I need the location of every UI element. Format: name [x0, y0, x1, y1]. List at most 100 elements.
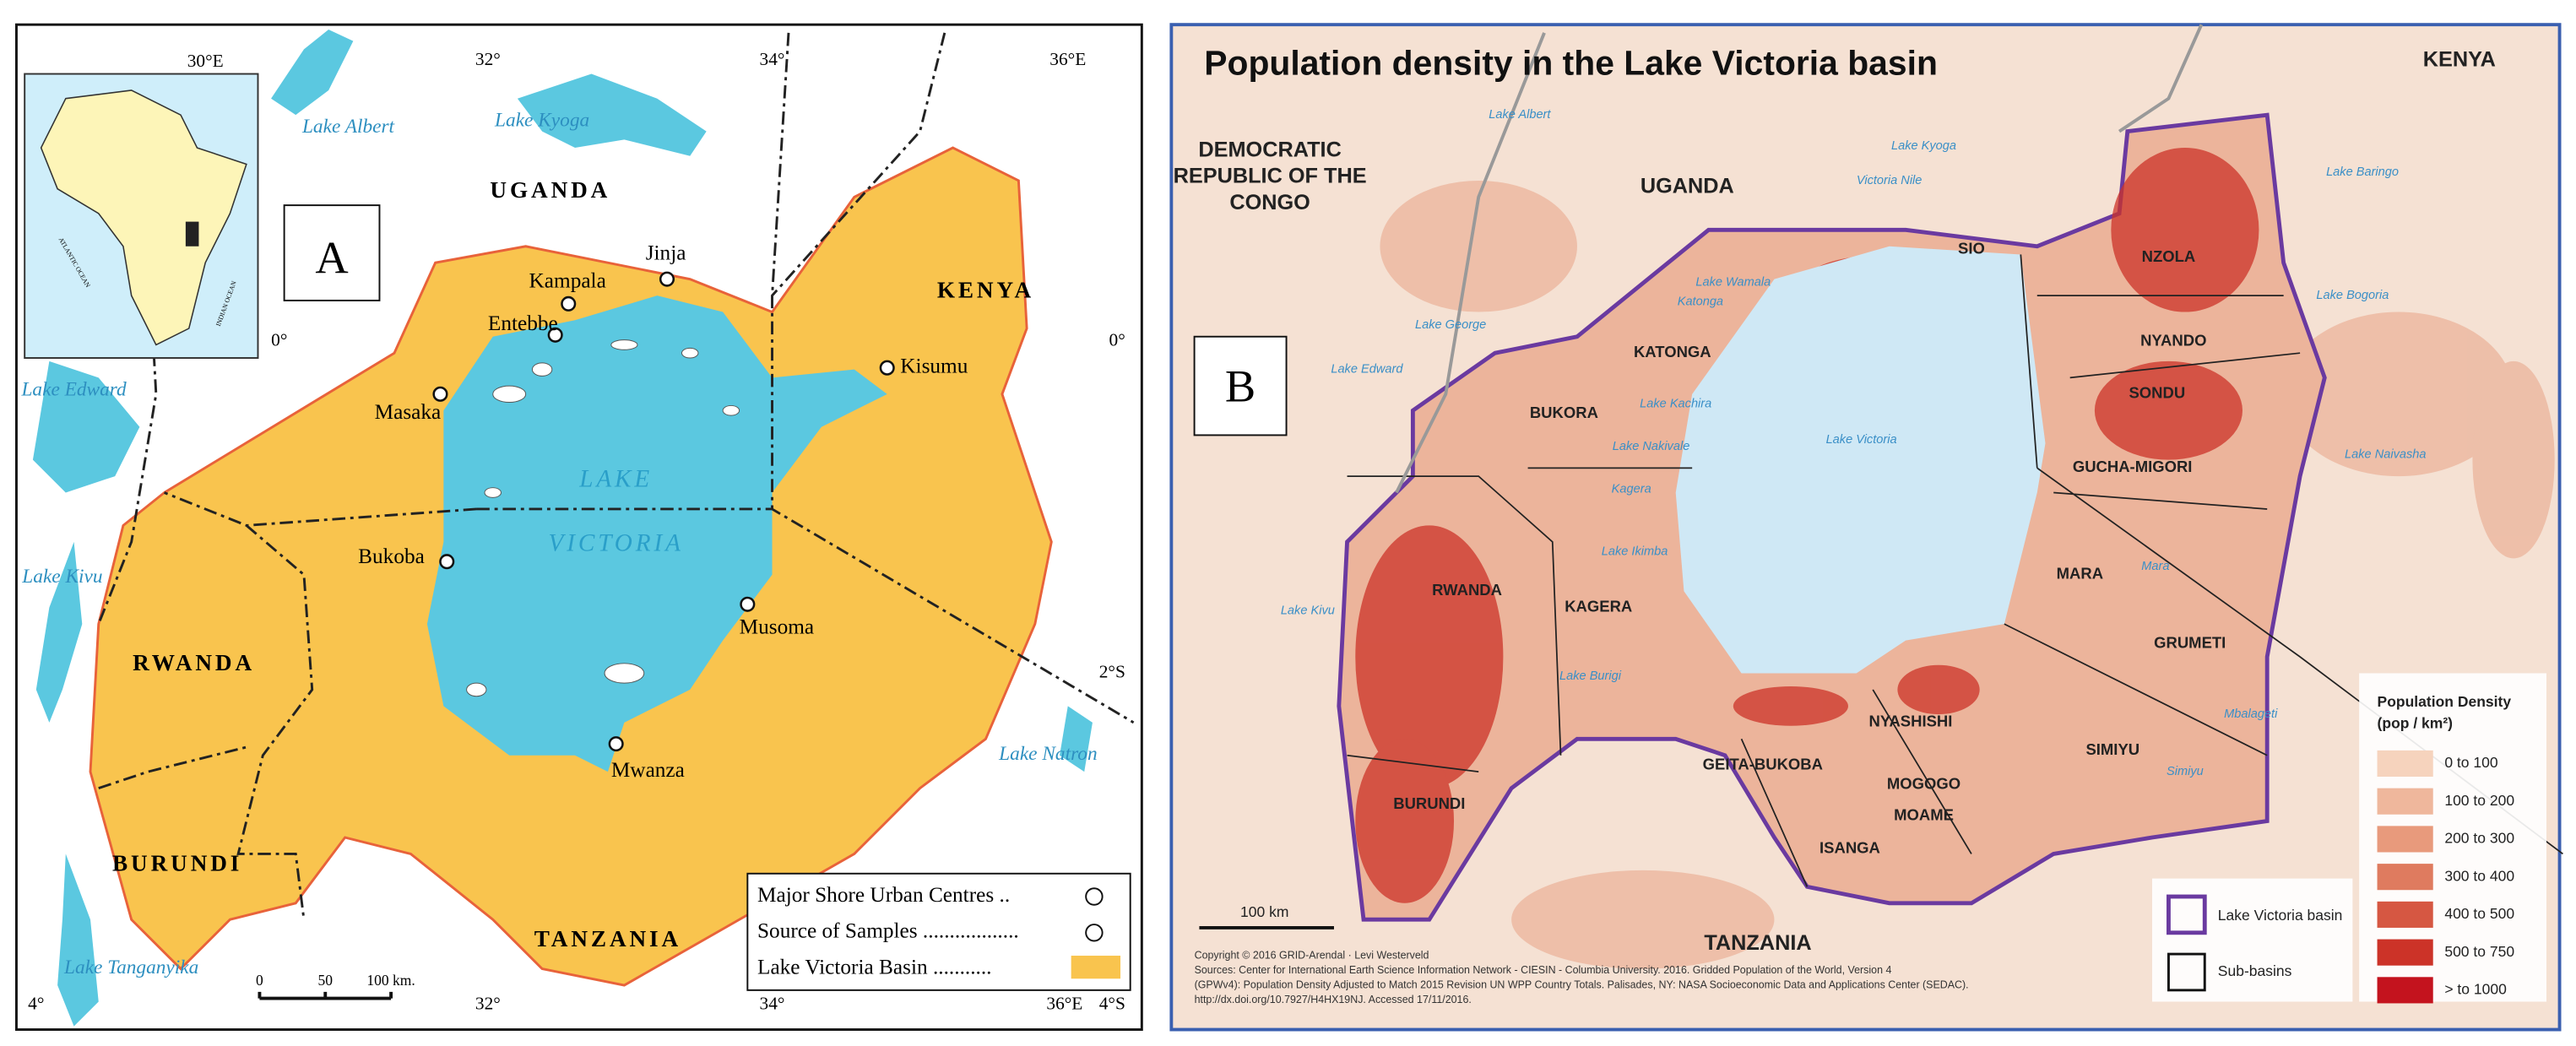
legend-title: Population Density	[2378, 693, 2512, 710]
legend-label: Sub-basins	[2218, 962, 2292, 979]
water-label: Lake Bogoria	[2316, 289, 2389, 302]
scale-bar	[258, 991, 393, 1000]
water-label: Lake Kachira	[1640, 397, 1711, 410]
country-label: CONGO	[1229, 191, 1310, 214]
legend-swatch	[2377, 939, 2433, 966]
inset-basin	[185, 221, 199, 247]
legend-sub-basin-symbol	[2167, 952, 2206, 992]
graticule-label: 4°S	[1099, 993, 1125, 1013]
water-label: Katonga	[1678, 295, 1723, 309]
scale-label: 50	[318, 972, 334, 989]
panel-b	[1169, 23, 2563, 1032]
water-label: Lake Kyoga	[1891, 139, 1956, 153]
legend-class-label: 300 to 400	[2444, 867, 2514, 884]
panel-label: B	[1225, 360, 1255, 411]
lake-label: Lake Tanganyika	[63, 957, 198, 978]
country-label: UGANDA	[490, 177, 610, 203]
water-label: Lake Baringo	[2326, 165, 2399, 179]
legend-swatch	[2377, 977, 2433, 1004]
sub-basin-lines	[1347, 254, 2563, 887]
water-label: Lake Burigi	[1559, 669, 1622, 683]
sub-basin-label: BUKORA	[1530, 404, 1598, 421]
water-label: Lake Edward	[1331, 362, 1403, 376]
lake-label: Lake Edward	[20, 378, 127, 400]
sub-basin-label: SONDU	[2129, 384, 2185, 402]
legend-class-label: 0 to 100	[2444, 754, 2498, 771]
legend-urban-symbol	[1085, 887, 1104, 906]
sub-basin-label: KAGERA	[1565, 598, 1632, 615]
graticule-label: 2°S	[1099, 661, 1125, 681]
panel-a	[14, 23, 1143, 1032]
town-label: Entebbe	[488, 312, 558, 335]
legend-swatch	[2377, 901, 2433, 928]
sub-basin-label: NYANDO	[2140, 331, 2206, 349]
country-label: REPUBLIC OF THE	[1174, 165, 1367, 188]
graticule-label: 32°	[475, 993, 501, 1013]
country-label: TANZANIA	[534, 926, 681, 951]
lake-label: Lake Albert	[301, 116, 395, 138]
legend-sample-symbol	[1085, 924, 1104, 942]
legend-swatch	[2377, 750, 2433, 778]
legend-swatch	[2377, 826, 2433, 853]
sub-basin-label: GEITA-BUKOBA	[1703, 755, 1823, 772]
lake-label: Lake Kyoga	[494, 109, 589, 131]
sub-basin-label: ISANGA	[1819, 838, 1880, 856]
borders	[97, 32, 1135, 920]
graticule-label: 0°	[1109, 329, 1125, 350]
sub-basin-label: MARA	[2057, 565, 2103, 583]
country-label: RWANDA	[133, 650, 255, 675]
legend-class-label: 500 to 750	[2444, 943, 2514, 960]
country-label: UGANDA	[1641, 174, 1734, 198]
country-label: DEMOCRATIC	[1198, 138, 1342, 162]
source-line: http://dx.doi.org/10.7927/H4HX19NJ. Acce…	[1195, 994, 1472, 1005]
water-label: Lake Nakivale	[1613, 440, 1690, 453]
water-label: Lake Kivu	[1281, 604, 1335, 617]
islands	[466, 339, 740, 697]
water-label: Lake Ikimba	[1602, 545, 1668, 558]
water-label: Lake Albert	[1489, 108, 1551, 122]
town-symbols	[432, 271, 895, 752]
legend-swatch	[2377, 788, 2433, 815]
country-label: KENYA	[2423, 48, 2496, 72]
lake-label: LAKE	[578, 466, 653, 493]
water-label: Mara	[2141, 560, 2169, 573]
town-label: Mwanza	[611, 758, 685, 782]
water-label: Mbalageti	[2224, 707, 2278, 721]
sub-basin-label: SIO	[1958, 240, 1985, 257]
sub-basin-label: GRUMETI	[2154, 633, 2226, 651]
graticule-label: 0°	[271, 329, 287, 350]
lake-label: VICTORIA	[549, 529, 684, 556]
legend-class-label: 100 to 200	[2444, 792, 2514, 809]
borders	[1395, 24, 2204, 494]
lake-label: Lake Natron	[998, 743, 1097, 765]
legend-swatch	[2377, 864, 2433, 891]
source-line: Sources: Center for International Earth …	[1195, 964, 1892, 976]
source-line: (GPWv4): Population Density Adjusted to …	[1195, 978, 1969, 990]
legend-basin-symbol	[1071, 956, 1121, 979]
lake-victoria	[1675, 246, 2046, 674]
legend-box	[746, 872, 1131, 991]
source-line: Copyright © 2016 GRID-Arendal · Levi Wes…	[1195, 949, 1429, 961]
graticule-label: 34°	[760, 49, 785, 69]
sub-basin-label: MOGOGO	[1887, 775, 1960, 793]
legend-label: Lake Victoria Basin ...........	[757, 955, 992, 978]
water-label: Kagera	[1612, 482, 1651, 496]
country-label: BURUNDI	[112, 850, 242, 875]
country-label: TANZANIA	[1704, 931, 1811, 955]
sub-basin-label: GUCHA-MIGORI	[2073, 458, 2193, 475]
inset-africa	[40, 89, 247, 346]
basin-legend-box	[2151, 878, 2353, 1002]
legend-label: Source of Samples ..................	[757, 919, 1019, 943]
graticule-label: 4°	[28, 993, 44, 1013]
water-label: Victoria Nile	[1857, 174, 1923, 187]
scale-label: 100 km	[1240, 903, 1288, 920]
water-label: Simiyu	[2167, 765, 2204, 778]
legend-class-label: > to 1000	[2444, 980, 2507, 997]
legend-basin-symbol	[2167, 894, 2207, 935]
scale-label: 100 km.	[366, 972, 415, 989]
town-label: Kampala	[529, 268, 606, 292]
town-label: Masaka	[375, 400, 442, 424]
legend-label: Lake Victoria basin	[2218, 907, 2343, 924]
label-box	[1193, 335, 1288, 436]
country-label: KENYA	[937, 277, 1034, 302]
